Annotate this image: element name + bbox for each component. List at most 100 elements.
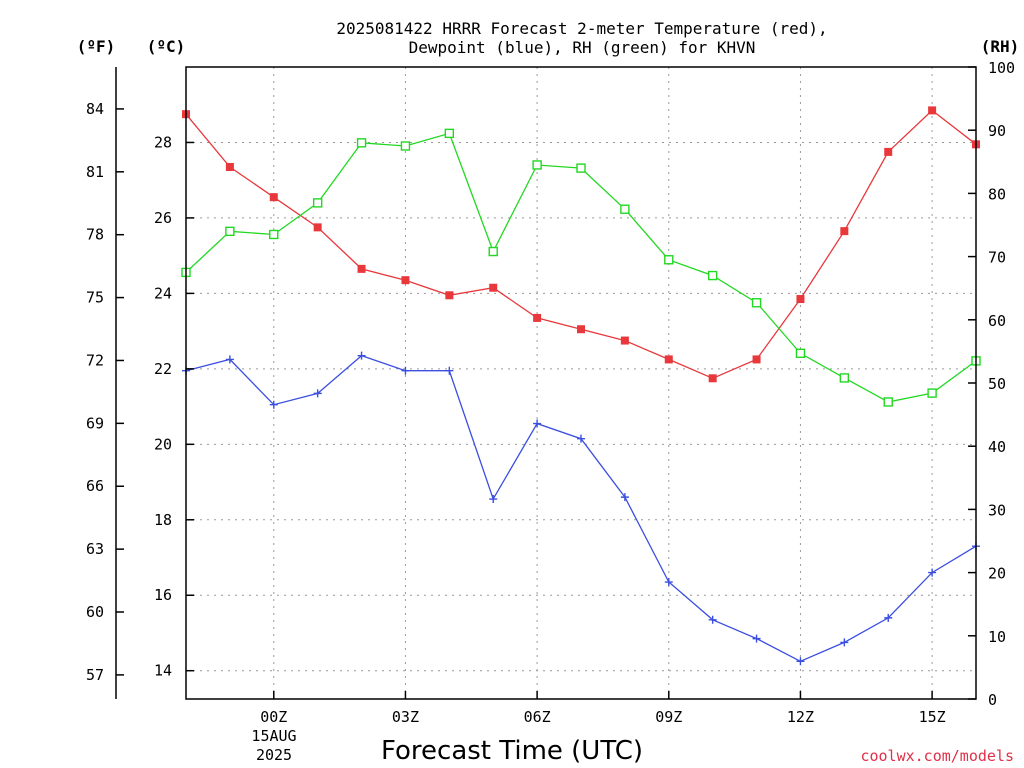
- rh-point-12: [707, 270, 718, 281]
- celsius-tick-label-22: 22: [154, 360, 172, 378]
- rh-point-17: [927, 388, 937, 398]
- series-group: [181, 106, 981, 666]
- celsius-tick-label-24: 24: [154, 284, 172, 302]
- temperature-point-7: [489, 283, 498, 292]
- fahrenheit-tick-label-81: 81: [86, 163, 104, 181]
- x-tick-label-06Z: 06Z: [524, 708, 551, 726]
- rh-tick-label-10: 10: [988, 628, 1006, 646]
- temperature-point-16: [884, 147, 893, 156]
- fahrenheit-tick-label-66: 66: [86, 477, 104, 495]
- temperature-point-12: [708, 374, 717, 383]
- rh-point-9: [576, 163, 586, 173]
- rh-point-11: [664, 255, 674, 265]
- dewpoint-point-16: [884, 613, 893, 622]
- temperature-point-2: [269, 193, 278, 202]
- fahrenheit-unit-label: (ºF): [77, 37, 116, 56]
- chart-title-line-1: 2025081422 HRRR Forecast 2-meter Tempera…: [336, 19, 827, 38]
- rh-tick-label-40: 40: [988, 438, 1006, 456]
- dewpoint-point-1: [225, 355, 234, 364]
- fahrenheit-tick-label-84: 84: [86, 100, 104, 118]
- rh-point-13: [751, 298, 762, 308]
- celsius-tick-label-26: 26: [154, 209, 172, 227]
- rh-point-4: [356, 138, 367, 148]
- temperature-point-11: [664, 355, 673, 364]
- fahrenheit-tick-label-60: 60: [86, 603, 104, 621]
- x-tick-label-15Z: 15Z: [919, 708, 946, 726]
- temperature-point-8: [533, 313, 542, 322]
- grid: [186, 67, 976, 699]
- dewpoint-point-12: [708, 615, 717, 624]
- dewpoint-point-9: [577, 434, 585, 443]
- dewpoint-point-6: [445, 366, 454, 375]
- x-tick-label-03Z: 03Z: [392, 708, 419, 726]
- rh-tick-label-20: 20: [988, 565, 1006, 583]
- temperature-point-4: [357, 264, 366, 273]
- rh-tick-label-0: 0: [988, 691, 997, 709]
- rh-tick-label-60: 60: [988, 312, 1006, 330]
- plot-frame: [185, 66, 977, 700]
- celsius-tick-label-16: 16: [154, 586, 172, 604]
- temperature-point-17: [928, 106, 937, 115]
- rh-unit-label: (RH): [981, 37, 1020, 56]
- fahrenheit-tick-label-57: 57: [86, 666, 104, 684]
- date-label-day: 15AUG: [251, 727, 296, 745]
- dewpoint-point-14: [796, 657, 805, 666]
- dewpoint-point-8: [533, 419, 542, 428]
- x-tick-label-12Z: 12Z: [787, 708, 814, 726]
- fahrenheit-tick-label-69: 69: [86, 414, 104, 432]
- x-tick-label-09Z: 09Z: [655, 708, 682, 726]
- rh-point-7: [488, 246, 498, 257]
- rh-point-15: [839, 373, 850, 383]
- rh-tick-label-70: 70: [988, 249, 1006, 267]
- rh-point-5: [400, 141, 411, 151]
- dewpoint-point-2: [269, 400, 278, 409]
- fahrenheit-tick-label-75: 75: [86, 289, 104, 307]
- dewpoint-point-15: [840, 638, 849, 647]
- fahrenheit-tick-label-78: 78: [86, 226, 104, 244]
- dewpoint-point-3: [313, 389, 322, 398]
- credit-text: coolwx.com/models: [860, 747, 1014, 765]
- temperature-point-1: [225, 162, 234, 171]
- rh-point-1: [225, 226, 235, 237]
- dewpoint-point-7: [489, 495, 498, 504]
- temperature-point-3: [313, 223, 322, 232]
- celsius-tick-label-14: 14: [154, 662, 172, 680]
- temperature-point-10: [620, 336, 629, 345]
- x-tick-label-00Z: 00Z: [260, 708, 287, 726]
- date-label-year: 2025: [256, 746, 292, 764]
- temperature-point-13: [752, 355, 761, 364]
- rh-point-8: [532, 160, 542, 170]
- celsius-tick-label-20: 20: [154, 435, 172, 453]
- dewpoint-point-10: [620, 493, 629, 502]
- celsius-tick-label-28: 28: [154, 133, 172, 151]
- temperature-point-9: [577, 325, 585, 334]
- fahrenheit-tick-label-63: 63: [86, 540, 104, 558]
- tick-group: 00Z 03Z 06Z 09Z 12Z 15Z 14 16 18 20 22 24 26 28 57 60 63…: [86, 59, 1015, 726]
- rh-tick-label-80: 80: [988, 185, 1006, 203]
- rh-point-14: [795, 348, 806, 358]
- rh-point-10: [620, 204, 630, 214]
- x-axis-title: Forecast Time (UTC): [381, 736, 643, 766]
- rh-tick-label-90: 90: [988, 122, 1006, 140]
- chart-title-line-2: Dewpoint (blue), RH (green) for KHVN: [409, 38, 756, 57]
- temperature-point-6: [445, 291, 454, 300]
- dewpoint-line: [185, 354, 977, 663]
- temperature-point-5: [401, 276, 410, 285]
- temperature-point-15: [840, 227, 849, 236]
- rh-line: [185, 132, 977, 403]
- rh-tick-label-100: 100: [988, 59, 1015, 77]
- rh-point-16: [883, 397, 893, 407]
- temperature-point-14: [796, 295, 805, 304]
- dewpoint-point-13: [752, 634, 761, 643]
- celsius-tick-label-18: 18: [154, 511, 172, 529]
- rh-point-3: [312, 198, 323, 208]
- rh-point-6: [444, 128, 455, 139]
- dewpoint-point-11: [664, 578, 673, 587]
- fahrenheit-tick-label-72: 72: [86, 351, 104, 369]
- rh-tick-label-50: 50: [988, 375, 1006, 393]
- dewpoint-point-5: [401, 366, 410, 375]
- temperature-line: [185, 109, 977, 380]
- dewpoint-point-17: [928, 568, 937, 577]
- dewpoint-point-4: [357, 351, 366, 360]
